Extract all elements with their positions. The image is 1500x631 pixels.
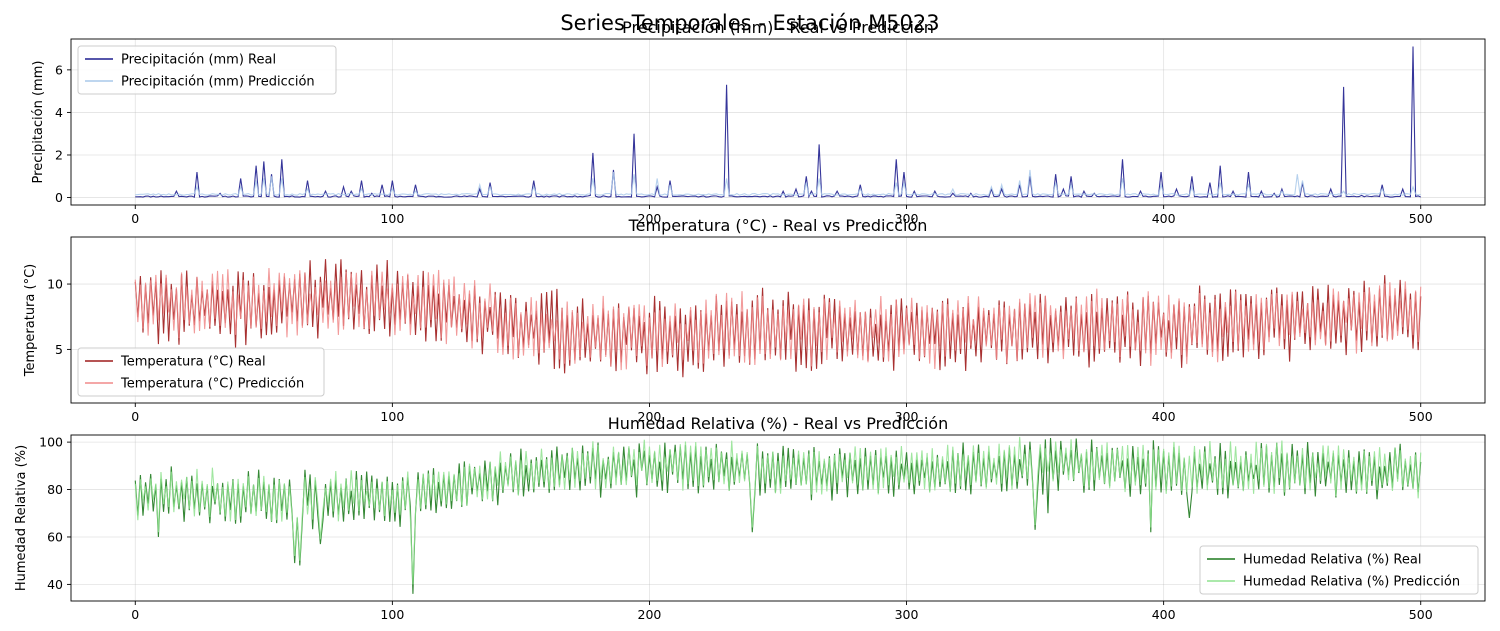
- x-tick-label: 400: [1152, 211, 1176, 226]
- x-tick-label: 0: [131, 607, 139, 622]
- panel-title: Precipitación (mm) - Real vs Predicción: [622, 18, 934, 37]
- y-tick-label: 60: [47, 529, 63, 544]
- x-tick-label: 300: [895, 211, 919, 226]
- legend-box: [1199, 545, 1479, 595]
- series-line-real: [135, 46, 1421, 199]
- series-line-prediccion: [134, 436, 1422, 585]
- y-axis-label: Humedad Relativa (%): [14, 445, 29, 591]
- legend-entry: Humedad Relativa (%) Real: [1243, 553, 1421, 568]
- y-tick-label: 40: [47, 577, 63, 592]
- y-axis-label: Temperatura (°C): [23, 264, 38, 377]
- panel-3: 0 100 200 300 400 500 40 60 80 100 Humedad Relativ…: [14, 414, 1486, 622]
- legend: Humedad Relativa (%) Real Humedad Relativ…: [1199, 545, 1479, 595]
- legend-box: [77, 347, 325, 397]
- legend: Temperatura (°C) Real Temperatura (°C) Pr…: [77, 347, 325, 397]
- x-tick-label: 200: [638, 607, 662, 622]
- axes-frame: [70, 38, 1486, 206]
- x-tick-label: 0: [131, 211, 139, 226]
- axes-frame: [70, 236, 1486, 404]
- x-tick-label: 200: [638, 211, 662, 226]
- panel-2: 0 100 200 300 400 500 5 10 Temperatura (°C) - Re…: [23, 216, 1486, 424]
- x-tick-label: 500: [1409, 211, 1433, 226]
- y-tick-label: 5: [55, 342, 63, 357]
- y-tick-label: 100: [39, 435, 63, 450]
- legend-entry: Temperatura (°C) Real: [120, 355, 266, 370]
- x-tick-label: 500: [1409, 607, 1433, 622]
- legend-box: [77, 45, 337, 95]
- panel-1: 0 100 200 300 400 500 0 2 4 6 Precipitación (mm) -…: [31, 18, 1486, 226]
- y-tick-label: 2: [55, 147, 63, 162]
- axes-frame: [70, 434, 1486, 602]
- y-tick-label: 4: [55, 105, 63, 120]
- y-axis-label: Precipitación (mm): [31, 61, 46, 184]
- y-tick-label: 0: [55, 190, 63, 205]
- legend-entry: Humedad Relativa (%) Predicción: [1243, 575, 1460, 590]
- x-tick-label: 400: [1152, 607, 1176, 622]
- y-tick-label: 10: [47, 277, 63, 292]
- x-tick-label: 400: [1152, 409, 1176, 424]
- x-tick-label: 300: [895, 409, 919, 424]
- figure-title: Series Temporales - Estación M5023: [560, 11, 939, 35]
- legend: Precipitación (mm) Real Precipitación (mm…: [77, 45, 337, 95]
- panel-title: Humedad Relativa (%) - Real vs Predicció…: [608, 414, 948, 433]
- y-tick-label: 6: [55, 62, 63, 77]
- x-tick-label: 300: [895, 607, 919, 622]
- series-line-prediccion: [135, 169, 1421, 196]
- legend-entry: Precipitación (mm) Real: [121, 53, 276, 68]
- legend-entry: Precipitación (mm) Predicción: [121, 75, 315, 90]
- legend-entry: Temperatura (°C) Predicción: [120, 377, 304, 392]
- x-tick-label: 0: [131, 409, 139, 424]
- x-tick-label: 100: [380, 211, 404, 226]
- y-tick-label: 80: [47, 482, 63, 497]
- x-tick-label: 200: [638, 409, 662, 424]
- x-tick-label: 500: [1409, 409, 1433, 424]
- x-tick-label: 100: [380, 607, 404, 622]
- panel-title: Temperatura (°C) - Real vs Predicción: [628, 216, 928, 235]
- x-tick-label: 100: [380, 409, 404, 424]
- series-line-prediccion: [134, 267, 1422, 371]
